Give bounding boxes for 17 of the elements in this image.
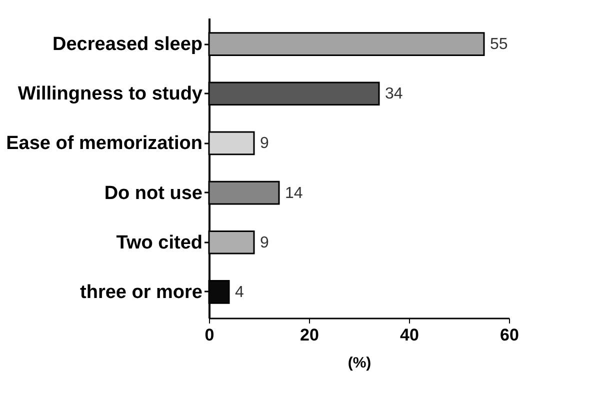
x-tick-label: 60	[500, 326, 519, 344]
x-tick-label: 40	[400, 326, 419, 344]
data-label: 14	[285, 184, 303, 202]
y-tick-label: Ease of memorization	[6, 133, 202, 154]
y-tick-label: three or more	[80, 282, 202, 303]
x-tick-label: 0	[204, 326, 214, 344]
data-label: 55	[490, 36, 508, 54]
data-label: 34	[385, 86, 403, 103]
y-tick-label: Willingness to study	[18, 84, 203, 105]
x-tick-label: 20	[300, 326, 319, 344]
data-label: 9	[260, 234, 269, 252]
data-label: 4	[235, 284, 244, 301]
y-tick-label: Do not use	[104, 182, 202, 204]
data-label: 9	[260, 135, 269, 152]
y-tick-label: Two cited	[116, 232, 202, 254]
y-tick-label: Decreased sleep	[52, 34, 202, 56]
x-axis-title: (%)	[348, 354, 372, 372]
